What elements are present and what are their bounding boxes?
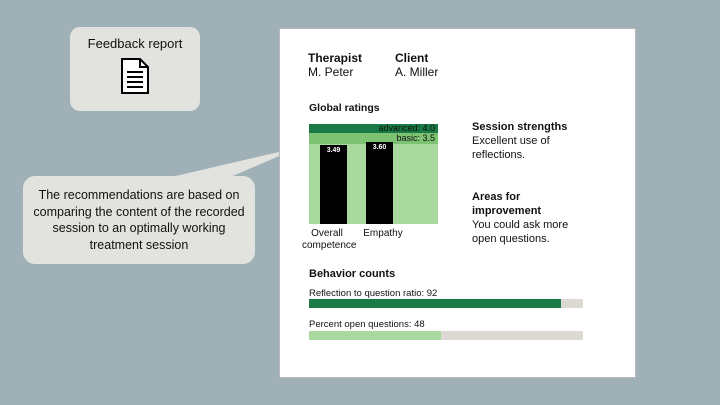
bar-overall-competence (320, 144, 347, 224)
bar-empathy (366, 142, 393, 224)
feedback-report-panel: Therapist M. Peter Client A. Miller Glob… (279, 28, 636, 378)
open-questions-fill (309, 331, 441, 340)
recommendation-callout: The recommendations are based on compari… (23, 176, 255, 264)
open-questions-label: Percent open questions: 48 (309, 319, 425, 330)
therapist-label: Therapist (308, 51, 363, 65)
reflection-ratio-bar (309, 299, 583, 308)
client-value: A. Miller (395, 65, 439, 79)
client-label: Client (395, 51, 429, 65)
therapist-value: M. Peter (308, 65, 354, 79)
behavior-counts-title: Behavior counts (309, 268, 396, 280)
bar-value-empathy: 3.60 (372, 144, 387, 152)
areas-for-improvement-text: You could ask more open questions. (472, 219, 569, 245)
session-strengths: Session strengths Excellent use of refle… (472, 120, 592, 162)
bar-value-overall-competence: 3.49 (326, 146, 341, 154)
advanced-threshold-label: advanced: 4.0 (378, 122, 435, 133)
global-ratings-chart: advanced: 4.0 basic: 3.5 3.49 3.60 (309, 122, 438, 224)
x-label-overall-competence: Overall competence (302, 228, 357, 251)
advanced-band (309, 124, 438, 134)
session-strengths-title: Session strengths (472, 121, 568, 133)
basic-band (309, 133, 438, 145)
areas-for-improvement-title: Areas for improvement (472, 191, 542, 217)
session-strengths-text: Excellent use of reflections. (472, 135, 550, 161)
document-icon (121, 58, 149, 94)
x-label-empathy: Empathy (363, 228, 403, 239)
reflection-ratio-label: Reflection to question ratio: 92 (309, 288, 438, 299)
global-ratings-title: Global ratings (309, 102, 380, 114)
feedback-report-label: Feedback report (70, 27, 200, 111)
reflection-ratio-fill (309, 299, 562, 308)
callout-text: The recommendations are based on compari… (33, 188, 245, 252)
client-field: Client A. Miller (395, 51, 438, 79)
areas-for-improvement: Areas for improvement You could ask more… (472, 190, 592, 246)
feedback-report-title: Feedback report (87, 36, 183, 51)
open-questions-bar (309, 331, 583, 340)
therapist-field: Therapist M. Peter (308, 51, 362, 79)
basic-threshold-label: basic: 3.5 (396, 132, 435, 143)
